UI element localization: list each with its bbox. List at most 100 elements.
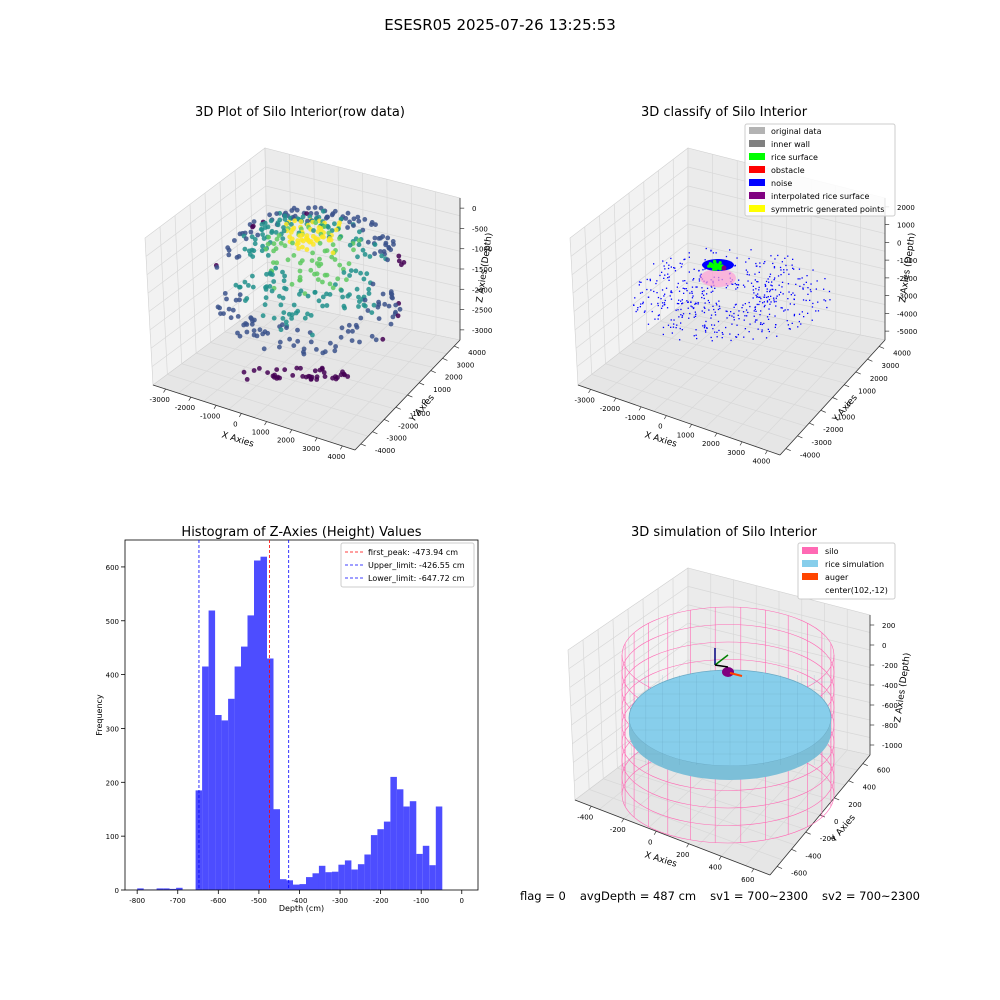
noise-point (761, 323, 763, 326)
noise-point (737, 333, 739, 336)
noise-point (660, 298, 662, 300)
panel2-grid (572, 204, 689, 294)
raw-data-point (241, 322, 247, 328)
noise-point (662, 260, 664, 262)
noise-point (743, 319, 745, 321)
raw-data-point (274, 236, 280, 242)
noise-point (691, 292, 693, 294)
noise-point (696, 286, 698, 288)
panel3-title: Histogram of Z-Axies (Height) Values (181, 525, 421, 540)
noise-point (777, 254, 779, 257)
noise-point (710, 286, 713, 288)
raw-data-point (257, 327, 263, 333)
raw-data-point (373, 222, 378, 228)
raw-data-point (242, 279, 248, 285)
noise-point (670, 319, 672, 321)
panel2-grid (646, 331, 846, 384)
raw-data-point (340, 294, 345, 300)
noise-point (730, 339, 732, 342)
raw-data-point (320, 208, 326, 214)
noise-point (753, 315, 755, 317)
histogram-bar (221, 720, 229, 890)
noise-point (657, 302, 659, 305)
panel2-y-tick (785, 448, 791, 452)
histogram-bar (208, 610, 216, 890)
raw-data-point (308, 313, 314, 318)
noise-point (714, 287, 716, 289)
noise-point (749, 323, 751, 325)
noise-point (731, 315, 733, 317)
panel4-ylabel: Y Axies (829, 813, 858, 845)
raw-data-point (388, 247, 394, 253)
raw-data-point (314, 377, 320, 382)
histogram-bar (228, 698, 235, 890)
noise-point (790, 294, 792, 296)
raw-data-point (378, 249, 383, 254)
sv1-text: sv1 = 700~2300 (710, 889, 809, 903)
raw-data-point (342, 305, 347, 311)
noise-point (712, 305, 714, 307)
raw-data-point (300, 214, 306, 220)
raw-data-point (356, 294, 361, 300)
histogram-bar (403, 806, 410, 890)
noise-point (746, 271, 749, 273)
noise-point (773, 299, 775, 301)
raw-data-point (353, 268, 359, 274)
histogram-bar (286, 880, 293, 890)
noise-point (679, 262, 681, 264)
noise-point (783, 310, 785, 312)
noise-point (657, 296, 660, 299)
noise-point (772, 262, 774, 265)
panel2-y-tick (844, 384, 850, 388)
noise-point (753, 310, 755, 312)
noise-point (793, 313, 796, 316)
panel1-grid (146, 185, 266, 276)
legend-label: first_peak: -473.94 cm (368, 548, 458, 557)
x-tick-label: -200 (373, 897, 389, 905)
raw-data-point (376, 316, 382, 321)
noise-point (679, 339, 681, 341)
noise-point (750, 249, 752, 251)
noise-point (815, 310, 817, 312)
noise-point (663, 265, 665, 267)
raw-data-point (282, 243, 288, 249)
noise-point (785, 264, 787, 267)
histogram-bar (318, 865, 326, 890)
raw-data-point (233, 297, 239, 303)
noise-point (708, 309, 710, 311)
noise-point (802, 288, 804, 290)
panel1-grid (265, 166, 461, 217)
rice-surface-point (714, 262, 718, 267)
legend-swatch (802, 560, 818, 567)
raw-data-point (332, 221, 337, 227)
raw-data-point (257, 366, 262, 371)
raw-data-point (314, 211, 319, 216)
noise-point (795, 283, 797, 285)
panel2-y-tick-label: 2000 (870, 375, 888, 383)
noise-point (735, 288, 737, 290)
noise-point (755, 288, 757, 290)
panel4-z-tick-label: -400 (882, 682, 898, 690)
noise-point (667, 277, 669, 279)
noise-point (725, 255, 728, 258)
raw-data-point (232, 238, 237, 243)
panel2-grid (704, 324, 812, 430)
panel4-x-tick-label: 0 (648, 838, 652, 846)
raw-data-point (313, 220, 319, 226)
panel2-x-tick-label: 2000 (702, 440, 720, 448)
noise-point (668, 264, 670, 266)
raw-data-point (388, 321, 394, 327)
raw-data-point (329, 212, 335, 218)
noise-point (680, 308, 682, 311)
panel4-x-axis-line (574, 799, 771, 876)
noise-point (809, 289, 812, 291)
raw-data-point (385, 235, 391, 241)
noise-point (771, 288, 773, 291)
panel2-z-tick-label: -3000 (897, 293, 917, 301)
noise-point (769, 273, 772, 275)
panel2-y-tick-label: -4000 (800, 452, 820, 460)
panel2-x-tick-label: -2000 (600, 405, 620, 413)
panel4-grid (568, 586, 689, 670)
noise-point (768, 281, 770, 283)
raw-data-point (259, 248, 265, 254)
